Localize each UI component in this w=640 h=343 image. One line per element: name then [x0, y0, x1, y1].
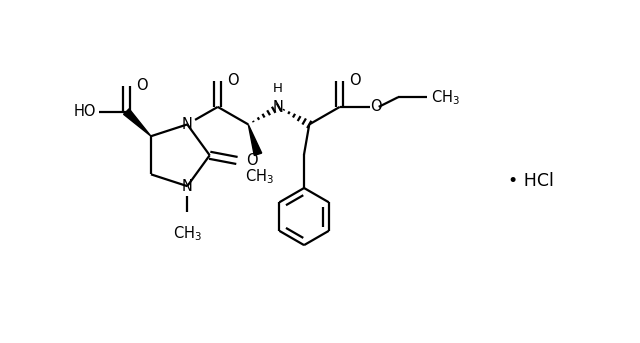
Text: H: H	[273, 82, 283, 95]
Text: O: O	[349, 73, 361, 88]
Text: O: O	[246, 153, 258, 168]
Text: N: N	[273, 100, 284, 115]
Polygon shape	[124, 109, 151, 136]
Text: O: O	[136, 78, 148, 93]
Text: O: O	[371, 99, 382, 115]
Text: N: N	[182, 117, 193, 132]
Text: N: N	[182, 179, 193, 194]
Text: • HCl: • HCl	[508, 172, 554, 190]
Text: HO: HO	[74, 104, 97, 119]
Text: O: O	[227, 73, 239, 88]
Text: CH$_3$: CH$_3$	[244, 167, 274, 186]
Text: CH$_3$: CH$_3$	[431, 88, 460, 107]
Polygon shape	[248, 125, 262, 155]
Text: CH$_3$: CH$_3$	[173, 224, 202, 243]
